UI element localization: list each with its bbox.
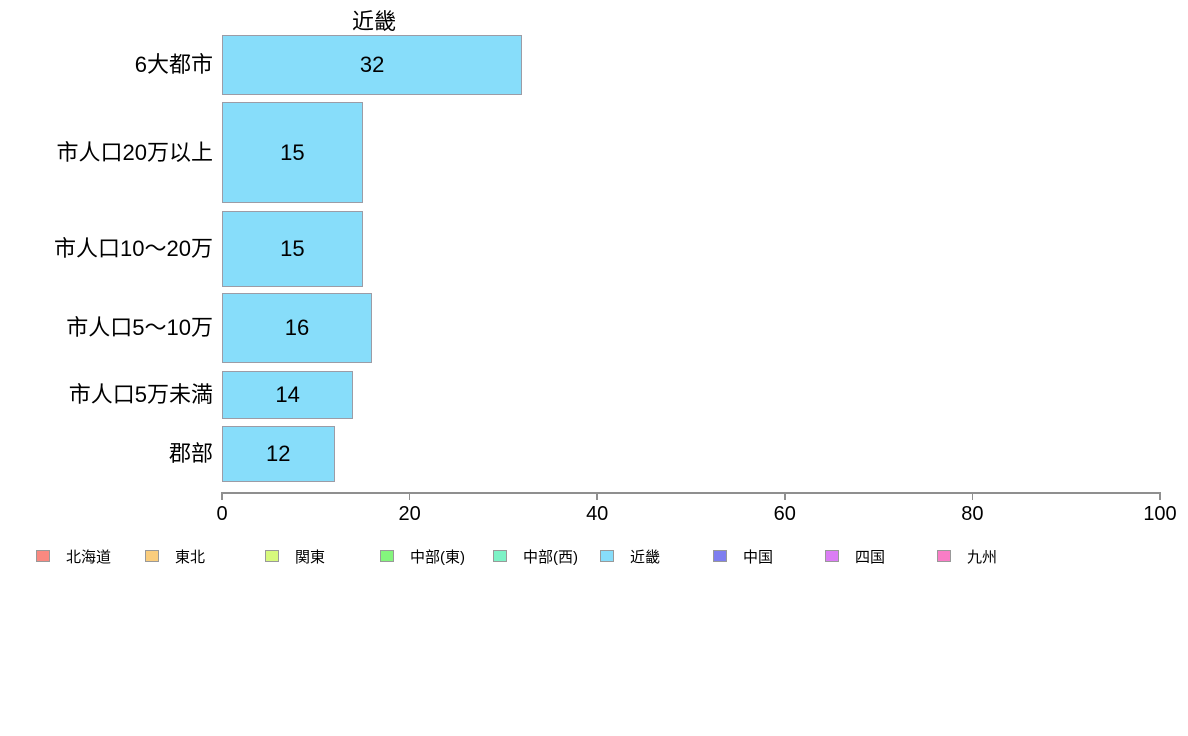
- legend-item: 関東: [265, 547, 326, 566]
- bar-value-label: 32: [359, 52, 385, 77]
- legend-label: 北海道: [66, 548, 112, 566]
- legend-swatch: [937, 550, 951, 562]
- legend-label: 中部(西): [523, 548, 578, 566]
- category-label: 市人口20万以上: [56, 139, 213, 165]
- legend-swatch: [493, 550, 507, 562]
- x-tick-label: 100: [1143, 503, 1177, 525]
- bar: 32: [222, 35, 523, 95]
- bar-value-label: 12: [266, 441, 291, 466]
- legend-item: 中国: [713, 547, 774, 566]
- category-label: 6大都市: [134, 52, 213, 77]
- x-tick: [408, 492, 411, 500]
- legend-swatch: [265, 550, 279, 562]
- category-label: 市人口5万未満: [68, 382, 213, 407]
- legend-swatch: [713, 550, 727, 562]
- x-tick: [221, 492, 223, 500]
- legend-swatch: [36, 550, 50, 562]
- x-axis-line: [222, 492, 1160, 494]
- legend-item: 北海道: [36, 547, 112, 566]
- legend-swatch: [600, 550, 614, 562]
- legend-label: 中部(東): [410, 548, 465, 566]
- bar-value-label: 16: [284, 315, 310, 340]
- bar-value-label: 15: [280, 139, 305, 165]
- legend-label: 中国: [743, 548, 774, 566]
- x-tick-label: 60: [773, 503, 796, 525]
- bar-value-label: 15: [280, 236, 305, 261]
- legend-swatch: [145, 550, 159, 562]
- chart-title: 近畿: [351, 9, 396, 34]
- bar: 16: [222, 293, 373, 363]
- x-tick: [971, 492, 974, 500]
- bar: 15: [222, 211, 363, 287]
- category-label: 市人口5〜10万: [66, 315, 213, 340]
- bar: 15: [222, 102, 363, 203]
- x-tick: [784, 492, 786, 500]
- legend-label: 九州: [967, 548, 998, 566]
- legend-item: 中部(西): [493, 547, 578, 566]
- legend-label: 近畿: [630, 548, 661, 566]
- legend-label: 東北: [175, 548, 206, 566]
- legend-item: 四国: [825, 547, 886, 566]
- category-label: 市人口10〜20万: [54, 236, 213, 261]
- x-tick: [596, 492, 598, 500]
- legend-item: 中部(東): [380, 547, 465, 566]
- x-tick-label: 40: [586, 503, 609, 525]
- legend-item: 東北: [145, 547, 206, 566]
- x-tick-label: 20: [398, 503, 421, 525]
- legend-swatch: [380, 550, 394, 562]
- x-tick-label: 80: [961, 503, 984, 525]
- x-tick-label: 0: [216, 503, 228, 525]
- x-tick: [1159, 492, 1161, 500]
- legend-label: 関東: [295, 548, 326, 566]
- bar-value-label: 14: [275, 382, 300, 407]
- legend-item: 近畿: [600, 547, 661, 566]
- legend-item: 九州: [937, 547, 998, 566]
- bar: 12: [222, 426, 335, 482]
- legend-label: 四国: [855, 548, 886, 566]
- legend-swatch: [825, 550, 839, 562]
- bar: 14: [222, 371, 354, 419]
- category-label: 郡部: [168, 441, 213, 466]
